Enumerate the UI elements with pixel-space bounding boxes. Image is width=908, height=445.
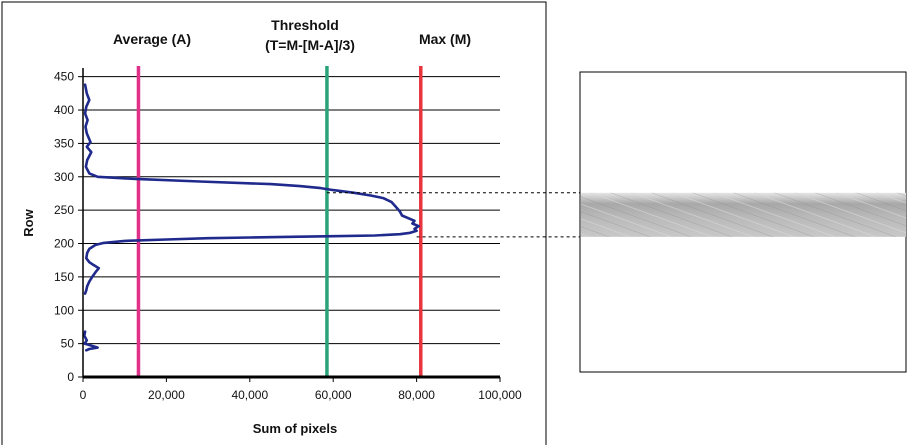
y-tick-label: 0 <box>67 370 74 384</box>
threshold-formula-label: (T=M-[M-A]/3) <box>265 37 355 53</box>
axis-ticks: 0 50 100 150 200 250 300 350 400 450 0 20,000 40,000… <box>54 70 522 402</box>
y-tick-label: 200 <box>54 237 74 251</box>
x-tick-label: 20,000 <box>148 388 185 402</box>
x-tick-label: 100,000 <box>478 388 522 402</box>
y-tick-label: 300 <box>54 170 74 184</box>
x-tick-label: 40,000 <box>231 388 268 402</box>
image-panel <box>579 71 907 373</box>
x-tick-label: 80,000 <box>398 388 435 402</box>
series-line-segment <box>83 83 421 295</box>
y-tick-label: 350 <box>54 136 74 150</box>
y-tick-label: 450 <box>54 70 74 84</box>
threshold-label: Threshold <box>271 17 339 33</box>
series-line-segment <box>83 330 99 352</box>
axes <box>82 68 500 379</box>
scanned-band-texture <box>581 192 906 237</box>
max-label: Max (M) <box>419 31 471 47</box>
gridlines <box>83 76 500 345</box>
x-tick-label: 0 <box>80 388 87 402</box>
series-group <box>83 83 421 352</box>
y-tick-label: 150 <box>54 270 74 284</box>
average-label: Average (A) <box>113 31 191 47</box>
y-tick-label: 400 <box>54 103 74 117</box>
x-axis-title: Sum of pixels <box>253 421 338 436</box>
y-tick-label: 100 <box>54 303 74 317</box>
band-connectors <box>326 192 582 238</box>
y-tick-label: 250 <box>54 203 74 217</box>
chart-frame <box>1 1 547 445</box>
x-tick-label: 60,000 <box>315 388 352 402</box>
y-axis-title: Row <box>21 208 36 236</box>
reference-lines <box>136 66 423 377</box>
y-tick-label: 50 <box>61 337 75 351</box>
